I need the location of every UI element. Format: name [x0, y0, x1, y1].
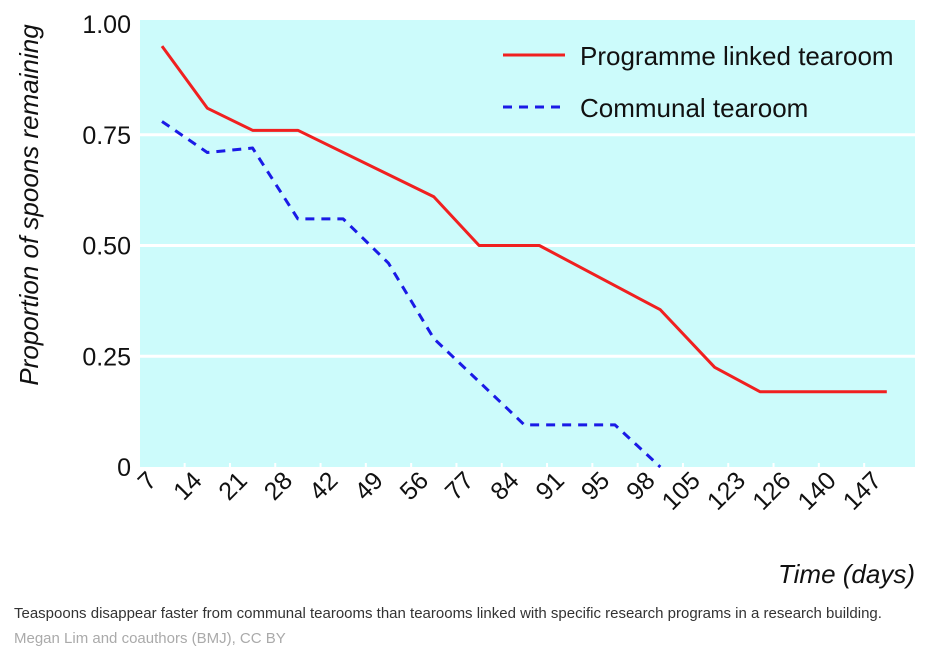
legend-label: Programme linked tearoom	[580, 41, 894, 71]
y-tick-label: 0	[117, 454, 131, 482]
series-line-1	[161, 120, 662, 469]
plot-area	[140, 20, 915, 467]
x-tick-label: 126	[747, 466, 796, 515]
x-tick-label: 42	[304, 466, 343, 505]
x-tick-label: 147	[838, 466, 887, 515]
legend: Programme linked tearoom Communal tearoom	[503, 41, 894, 123]
x-tick-label: 105	[657, 466, 706, 515]
y-axis-label: Proportion of spoons remaining	[14, 24, 44, 386]
x-tick-label: 21	[213, 466, 252, 505]
legend-label: Communal tearoom	[580, 93, 808, 123]
x-tick-label: 56	[395, 466, 434, 505]
x-tick-label: 14	[168, 466, 208, 506]
y-tick-label: 0.25	[82, 343, 131, 371]
x-tick-label: 140	[792, 466, 841, 515]
y-tick-label: 1.00	[82, 11, 131, 39]
caption-credit: Megan Lim and coauthors (BMJ), CC BY	[14, 630, 286, 647]
figure-caption: Teaspoons disappear faster from communal…	[14, 601, 919, 651]
x-tick-label: 91	[530, 466, 569, 505]
x-tick-label: 49	[349, 466, 388, 505]
x-tick-label: 77	[440, 466, 479, 505]
x-axis-label: Time (days)	[778, 559, 915, 589]
line-chart: 0 0.25 0.50 0.75 1.00 7 14 21 28 42 49 56 77 84 91 95 9…	[14, 11, 915, 589]
x-tick-label: 95	[576, 466, 615, 505]
x-tick-label: 7	[133, 466, 163, 496]
x-tick-label: 123	[702, 466, 751, 515]
x-tick-label: 98	[621, 466, 660, 505]
y-tick-label: 0.75	[82, 122, 131, 150]
x-tick-label: 84	[485, 466, 525, 506]
y-tick-label: 0.50	[82, 233, 131, 261]
x-tick-label: 28	[259, 466, 298, 505]
caption-text: Teaspoons disappear faster from communal…	[14, 605, 882, 622]
